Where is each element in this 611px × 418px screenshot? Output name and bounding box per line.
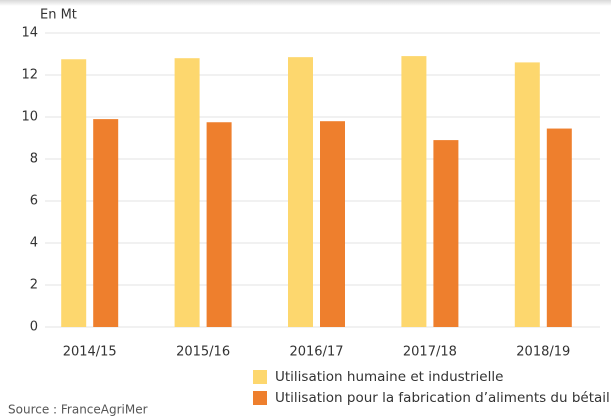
- x-tick-label: 2017/18: [403, 345, 457, 360]
- bar: [206, 122, 232, 327]
- top-shadow: [0, 0, 611, 6]
- x-tick-label: 2018/19: [516, 345, 570, 360]
- bar: [288, 57, 313, 328]
- bar: [514, 62, 540, 328]
- bar: [401, 56, 427, 327]
- y-tick-label: 10: [21, 110, 38, 125]
- x-tick-label: 2015/16: [176, 345, 230, 360]
- legend-label: Utilisation humaine et industrielle: [275, 369, 503, 385]
- legend-swatch: [253, 391, 267, 405]
- bar: [546, 128, 572, 327]
- legend-label: Utilisation pour la fabrication d’alimen…: [275, 390, 610, 406]
- y-tick-label: 14: [21, 26, 38, 41]
- bar: [174, 58, 200, 327]
- x-tick-label: 2014/15: [63, 345, 117, 360]
- x-tick-label: 2016/17: [289, 345, 343, 360]
- y-tick-label: 12: [21, 68, 38, 83]
- y-tick-label: 8: [30, 152, 38, 167]
- bar: [61, 59, 87, 327]
- bar: [93, 119, 119, 327]
- y-axis-label: En Mt: [40, 8, 77, 23]
- bar: [433, 140, 459, 327]
- bar: [320, 121, 345, 327]
- y-tick-label: 2: [30, 278, 38, 293]
- y-tick-label: 4: [30, 236, 38, 251]
- y-tick-label: 0: [30, 320, 38, 335]
- source: Source : FranceAgriMer: [8, 403, 148, 417]
- legend-swatch: [253, 370, 267, 384]
- y-tick-label: 6: [30, 194, 38, 209]
